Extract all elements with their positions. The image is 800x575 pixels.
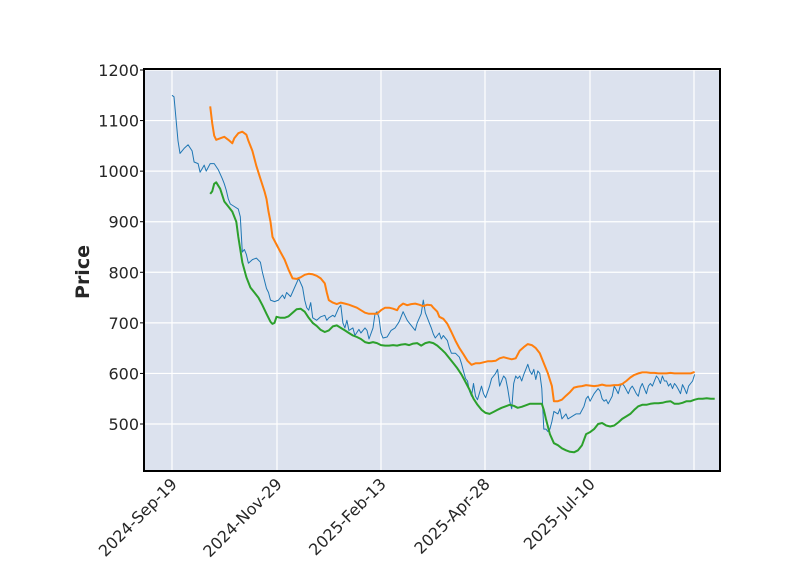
x-tick-label: 2025-Apr-28 [410,474,493,557]
y-tick-label: 1100 [98,112,139,131]
y-axis-title: Price [72,245,94,299]
x-axis-ticks: 2024-Sep-19 2024-Nov-29 2025-Feb-13 2025-Ap… [95,474,599,561]
y-tick-label: 500 [108,415,139,434]
y-tick-label: 1200 [98,61,139,80]
x-tick-label: 2025-Jul-10 [520,474,599,553]
y-tick-label: 900 [108,213,139,232]
upper-band-line [209,106,695,403]
close-line [171,94,696,433]
x-tick-label: 2025-Feb-13 [305,474,390,559]
y-tick-label: 700 [108,314,139,333]
y-tick-label: 1000 [98,162,139,181]
series-lines [171,94,715,454]
lower-band-line [209,181,715,454]
y-tick-label: 800 [108,263,139,282]
y-tick-label: 600 [108,364,139,383]
y-axis-ticks: 500 600 700 800 900 1000 1100 1200 [98,61,144,434]
x-tick-label: 2024-Sep-19 [95,474,181,560]
x-tick-label: 2024-Nov-29 [199,474,286,561]
plot-area [144,69,720,471]
plot-frame [143,68,721,472]
